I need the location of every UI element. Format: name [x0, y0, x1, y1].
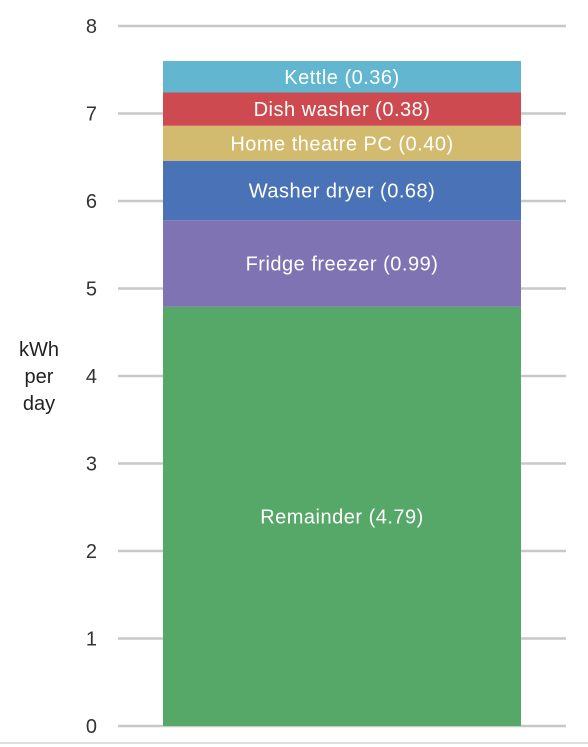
y-axis-ticks: 0 1 2 3 4 5 6 7 8 — [86, 16, 97, 738]
bar-segment-home-theatre-pc — [163, 125, 521, 161]
bar-segment-washer-dryer — [163, 160, 521, 221]
bar-segment-fridge-freezer — [163, 220, 521, 307]
y-tick-label-2: 2 — [86, 541, 97, 563]
y-tick-label-7: 7 — [86, 104, 97, 126]
segment-label-fridge-freezer: Fridge freezer (0.99) — [246, 254, 439, 276]
segment-label-dish-washer: Dish washer (0.38) — [254, 99, 431, 121]
segment-label-home-theatre-pc: Home theatre PC (0.40) — [230, 133, 453, 155]
bar-segment-kettle — [163, 61, 521, 93]
y-axis-label-line-3: day — [23, 393, 55, 415]
bar-segment-dish-washer — [163, 92, 521, 126]
y-tick-label-6: 6 — [86, 191, 97, 213]
y-tick-label-8: 8 — [86, 16, 97, 38]
y-tick-label-4: 4 — [86, 366, 97, 388]
y-tick-label-3: 3 — [86, 454, 97, 476]
y-tick-label-1: 1 — [86, 629, 97, 651]
segment-label-washer-dryer: Washer dryer (0.68) — [249, 181, 436, 203]
y-axis-label: kWh per day — [19, 339, 59, 415]
bar-segment-remainder — [163, 306, 521, 726]
y-axis-label-line-1: kWh — [19, 339, 59, 361]
segment-label-kettle: Kettle (0.36) — [284, 67, 399, 89]
y-tick-label-5: 5 — [86, 279, 97, 301]
y-axis-label-line-2: per — [25, 366, 54, 388]
bar-segments: Remainder (4.79) Fridge freezer (0.99) Was… — [163, 61, 521, 726]
segment-label-remainder: Remainder (4.79) — [260, 506, 424, 528]
y-tick-label-0: 0 — [86, 716, 97, 738]
